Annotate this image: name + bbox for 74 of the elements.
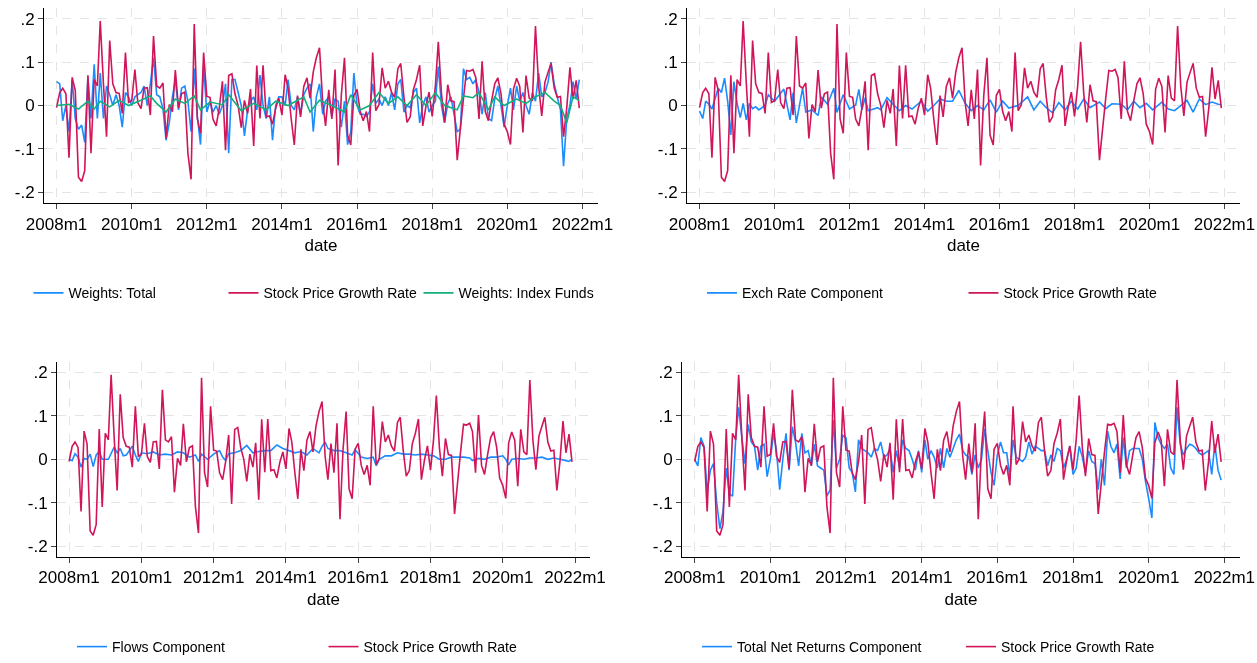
y-tick-label: -.1 — [27, 493, 48, 513]
y-tick-label: .1 — [658, 406, 673, 426]
y-tick-label: -.2 — [652, 537, 673, 557]
line-series — [698, 77, 1223, 136]
y-tick-label: 0 — [25, 96, 35, 116]
legend-label: Weights: Total — [68, 285, 156, 302]
y-tick-label: .2 — [20, 9, 35, 29]
y-tick-label: -.1 — [657, 139, 678, 159]
x-tick-label: 2010m1 — [110, 568, 173, 588]
x-tick-label: 2008m1 — [38, 568, 100, 588]
x-tick-label: 2008m1 — [663, 568, 726, 588]
x-tick-label: 2012m1 — [818, 214, 881, 234]
x-tick-label: 2022m1 — [544, 568, 606, 588]
line-series — [68, 441, 573, 468]
x-tick-label: 2016m1 — [326, 214, 388, 234]
legend-label: Total Net Returns Component — [737, 639, 922, 656]
x-axis-title: date — [304, 235, 338, 255]
line-series — [55, 91, 581, 124]
legend-label: Stock Price Growth Rate — [1003, 285, 1157, 302]
line-series — [55, 57, 581, 168]
x-tick-label: 2022m1 — [551, 214, 614, 234]
x-axis-title: date — [944, 589, 978, 609]
x-tick-label: 2018m1 — [401, 214, 463, 234]
y-tick-label: .1 — [20, 53, 35, 73]
x-tick-label: 2018m1 — [1043, 214, 1106, 234]
y-tick-label: .2 — [33, 363, 48, 383]
legend-label: Weights: Index Funds — [458, 285, 594, 302]
line-series — [698, 20, 1223, 183]
legend-label: Stock Price Growth Rate — [263, 285, 417, 302]
y-tick-label: .2 — [658, 363, 673, 383]
legend-label: Flows Component — [112, 639, 225, 656]
line-series — [693, 406, 1222, 530]
x-tick-label: 2020m1 — [1117, 568, 1180, 588]
x-tick-label: 2020m1 — [476, 214, 539, 234]
x-axis-title: date — [306, 589, 341, 609]
x-axis-title: date — [946, 235, 981, 255]
y-tick-label: 0 — [38, 450, 48, 470]
y-tick-label: -.2 — [14, 183, 35, 203]
x-tick-label: 2008m1 — [668, 214, 731, 234]
x-tick-label: 2012m1 — [176, 214, 238, 234]
legend-label: Exch Rate Component — [742, 285, 883, 302]
x-tick-label: 2010m1 — [743, 214, 806, 234]
x-tick-label: 2022m1 — [1193, 568, 1256, 588]
x-tick-label: 2020m1 — [472, 568, 534, 588]
y-tick-label: -.1 — [652, 493, 673, 513]
x-tick-label: 2016m1 — [327, 568, 389, 588]
x-tick-label: 2014m1 — [890, 568, 953, 588]
x-tick-label: 2014m1 — [251, 214, 313, 234]
x-tick-label: 2022m1 — [1193, 214, 1256, 234]
y-tick-label: .2 — [663, 9, 678, 29]
x-tick-label: 2012m1 — [815, 568, 877, 588]
y-tick-label: -.2 — [27, 537, 48, 557]
y-tick-label: -.1 — [14, 139, 35, 159]
line-series — [68, 373, 573, 537]
x-tick-label: 2018m1 — [399, 568, 462, 588]
y-tick-label: .1 — [663, 53, 678, 73]
x-tick-label: 2016m1 — [968, 214, 1031, 234]
x-tick-label: 2020m1 — [1118, 214, 1181, 234]
x-tick-label: 2008m1 — [25, 214, 88, 234]
x-tick-label: 2014m1 — [893, 214, 956, 234]
legend-label: Stock Price Growth Rate — [363, 639, 517, 656]
y-tick-label: -.2 — [657, 183, 678, 203]
legend-label: Stock Price Growth Rate — [1001, 639, 1155, 656]
x-tick-label: 2012m1 — [182, 568, 245, 588]
line-series — [693, 373, 1222, 537]
x-tick-label: 2016m1 — [966, 568, 1029, 588]
x-tick-label: 2018m1 — [1042, 568, 1104, 588]
x-tick-label: 2010m1 — [101, 214, 163, 234]
x-tick-label: 2010m1 — [739, 568, 802, 588]
y-tick-label: .1 — [33, 406, 48, 426]
line-series — [55, 20, 581, 183]
y-tick-label: 0 — [663, 450, 673, 470]
y-tick-label: 0 — [668, 96, 678, 116]
x-tick-label: 2014m1 — [255, 568, 317, 588]
